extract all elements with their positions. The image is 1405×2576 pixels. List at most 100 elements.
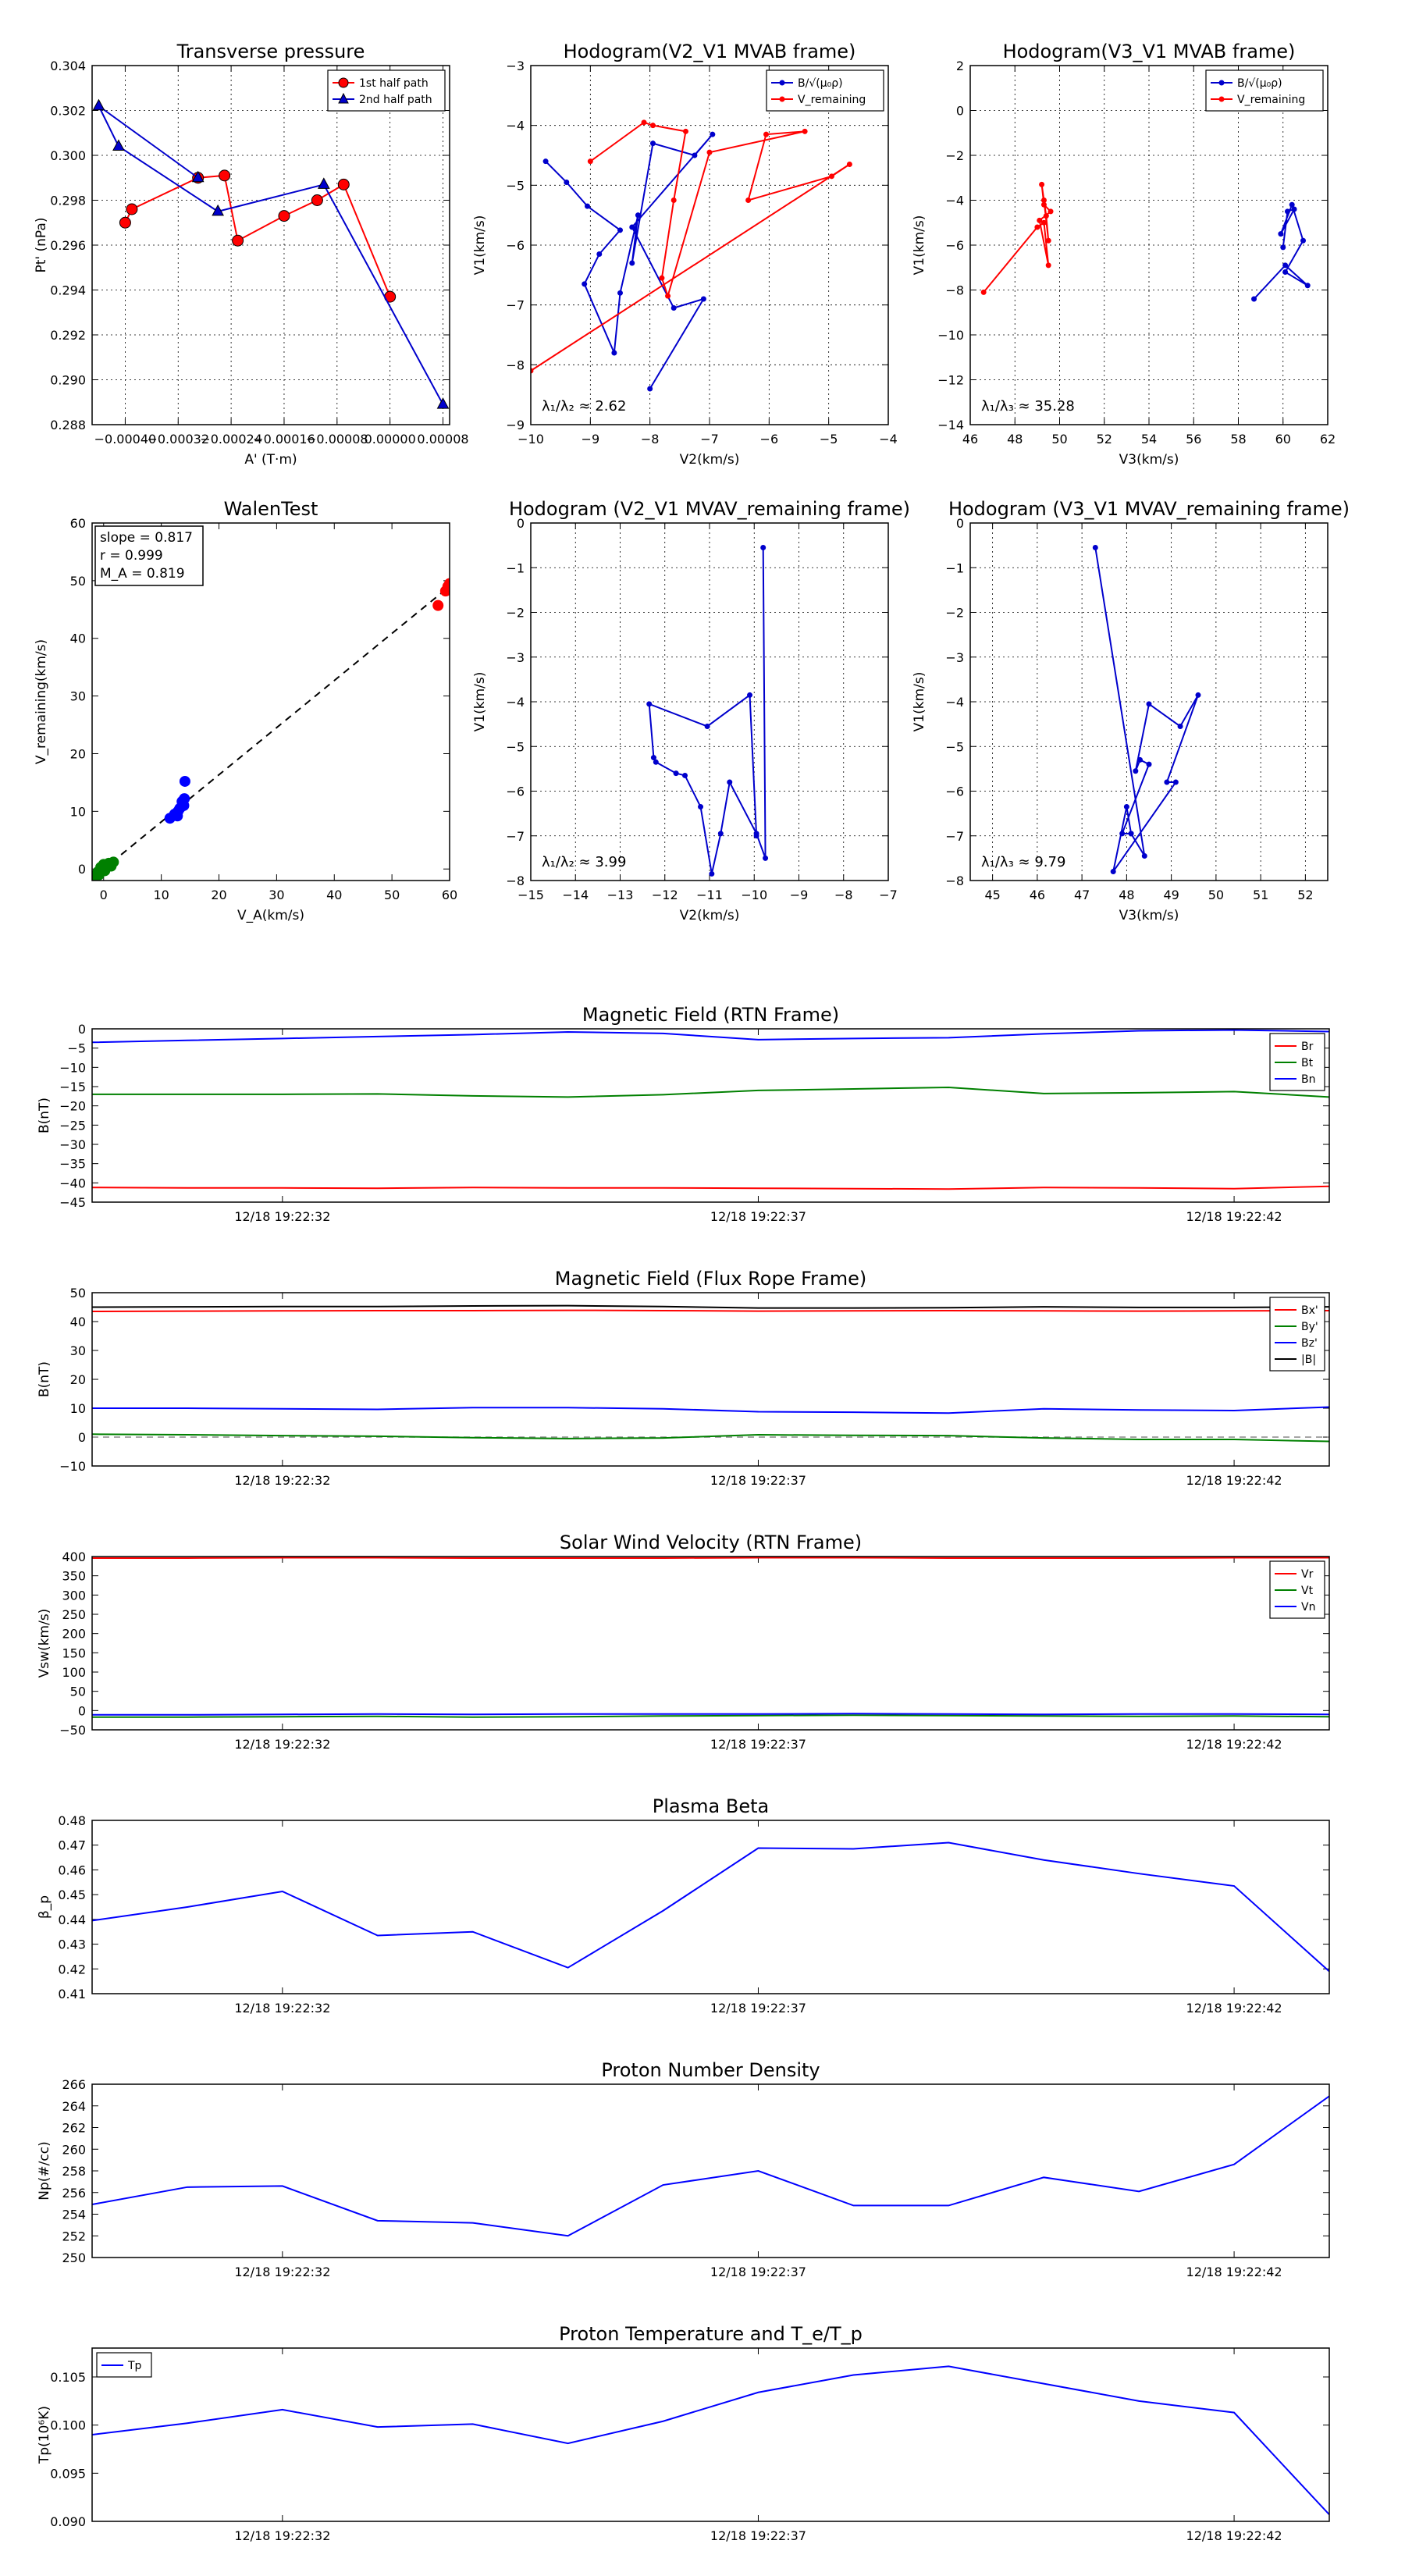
data-point [1284,208,1290,215]
x-tick-label: 56 [1186,432,1201,447]
x-tick-label: −0.00040 [94,432,157,447]
plot-frame [91,2083,1330,2258]
x-tick-label: 46 [962,432,978,447]
y-tick-label: −7 [506,829,525,844]
plot-frame [530,522,889,881]
data-point [337,178,350,190]
data-point [1040,219,1047,226]
data-point [700,296,706,302]
data-point [1137,756,1144,763]
legend-label: |B| [1301,1354,1316,1366]
chart-title: Solar Wind Velocity (RTN Frame) [560,1532,862,1553]
chart-title: Hodogram (V3_V1 MVAV_remaining frame) [948,498,1350,520]
annotation-text: λ₁/λ₃ ≈ 9.79 [981,854,1065,870]
x-tick-label: 52 [1297,888,1313,902]
x-tick-label: −0.00024 [200,432,262,447]
legend-marker [338,92,349,104]
x-tick-label: −15 [518,888,544,902]
y-tick-label: 0 [517,516,525,531]
y-tick-label: −3 [506,650,525,665]
data-point [682,772,688,778]
y-tick-label: 0.48 [58,1813,86,1828]
y-axis-label: V1(km/s) [472,672,488,732]
plot-area [92,1304,1329,1443]
y-axis-label: V1(km/s) [472,215,488,276]
y-tick-label: 258 [62,2164,86,2179]
legend-label: Br [1301,1041,1314,1053]
chart-title: Hodogram (V2_V1 MVAV_remaining frame) [509,498,910,520]
data-point [747,692,753,698]
x-tick-label: −14 [562,888,589,902]
x-axis-label: V_A(km/s) [237,908,304,923]
plot-area [92,1029,1329,1190]
y-tick-label: 0.304 [50,59,86,73]
y-tick-label: −8 [506,873,525,888]
series-line-Vn [92,1713,1329,1716]
stats-line: M_A = 0.819 [100,566,185,582]
data-point [1289,201,1295,208]
y-axis-label: V_remaining(km/s) [34,639,49,764]
data-point [104,859,116,871]
data-point [119,216,131,229]
x-tick-label: 60 [442,888,457,902]
y-axis-label: β_p [37,1895,52,1919]
y-tick-label: −8 [945,873,964,888]
plot-frame [969,522,1329,881]
data-point [444,578,450,589]
data-point [753,833,759,839]
legend-label: V_remaining [798,94,866,106]
data-point [585,203,591,209]
legend-label: Vt [1301,1585,1314,1597]
data-point [704,723,710,729]
x-tick-label: 12/18 19:22:32 [234,1737,330,1752]
x-tick-label: −8 [834,888,853,902]
plot-frame [91,65,450,425]
y-tick-label: −7 [945,829,964,844]
chart-t4: 12/18 19:22:32 12/18 19:22:37 12/18 19:22:… [37,1795,1330,2016]
y-tick-label: −15 [59,1080,86,1094]
data-point [1251,296,1257,302]
data-point [126,203,138,215]
y-tick-label: 260 [62,2142,86,2157]
stats-box [94,525,204,586]
x-tick-label: 50 [1051,432,1067,447]
x-axis-label: A' (T·m) [244,452,297,468]
data-point [1280,244,1286,251]
y-tick-label: 0.43 [58,1937,86,1952]
x-tick-label: 50 [1208,888,1224,902]
y-tick-label: −3 [506,59,525,73]
y-tick-label: 0 [956,516,964,531]
y-tick-label: −12 [937,373,964,388]
x-tick-label: −11 [696,888,723,902]
x-tick-label: 0.00000 [365,432,416,447]
annotation-text: λ₁/λ₂ ≈ 2.62 [542,398,626,415]
series-line-By' [92,1433,1329,1443]
data-point [1278,231,1284,237]
x-tick-label: −0.00016 [253,432,315,447]
plot-area [92,1557,1329,1718]
y-tick-label: 0.300 [50,148,86,163]
y-tick-label: 50 [70,1685,86,1699]
x-tick-label: 51 [1253,888,1268,902]
x-tick-label: 60 [1275,432,1291,447]
y-tick-label: 250 [62,1607,86,1622]
data-point [646,701,653,707]
data-point [1164,779,1170,785]
y-tick-label: 60 [70,516,86,531]
chart-p6: 45 46 47 48 49 50 51 52 −8 −7 −6 −5 −4 −3 −2 −1 0Hodogra… [912,498,1350,923]
y-tick-label: 100 [62,1665,86,1680]
data-point [1034,224,1040,230]
data-point [1146,761,1152,767]
legend-box [1205,69,1324,112]
data-point [649,123,656,129]
data-point [673,770,679,777]
series-line-Vt [92,1714,1329,1718]
legend-marker [779,96,785,102]
chart-p4: 0 10 20 30 40 50 60 0 10 20 30 40 50 60 WalenTest V_A(k… [34,498,457,923]
x-tick-label: 12/18 19:22:32 [234,1473,330,1488]
x-tick-label: 46 [1030,888,1045,902]
data-point [232,234,244,247]
x-tick-label: 58 [1230,432,1246,447]
y-tick-label: −6 [945,238,964,253]
y-tick-label: 0.44 [58,1912,86,1927]
